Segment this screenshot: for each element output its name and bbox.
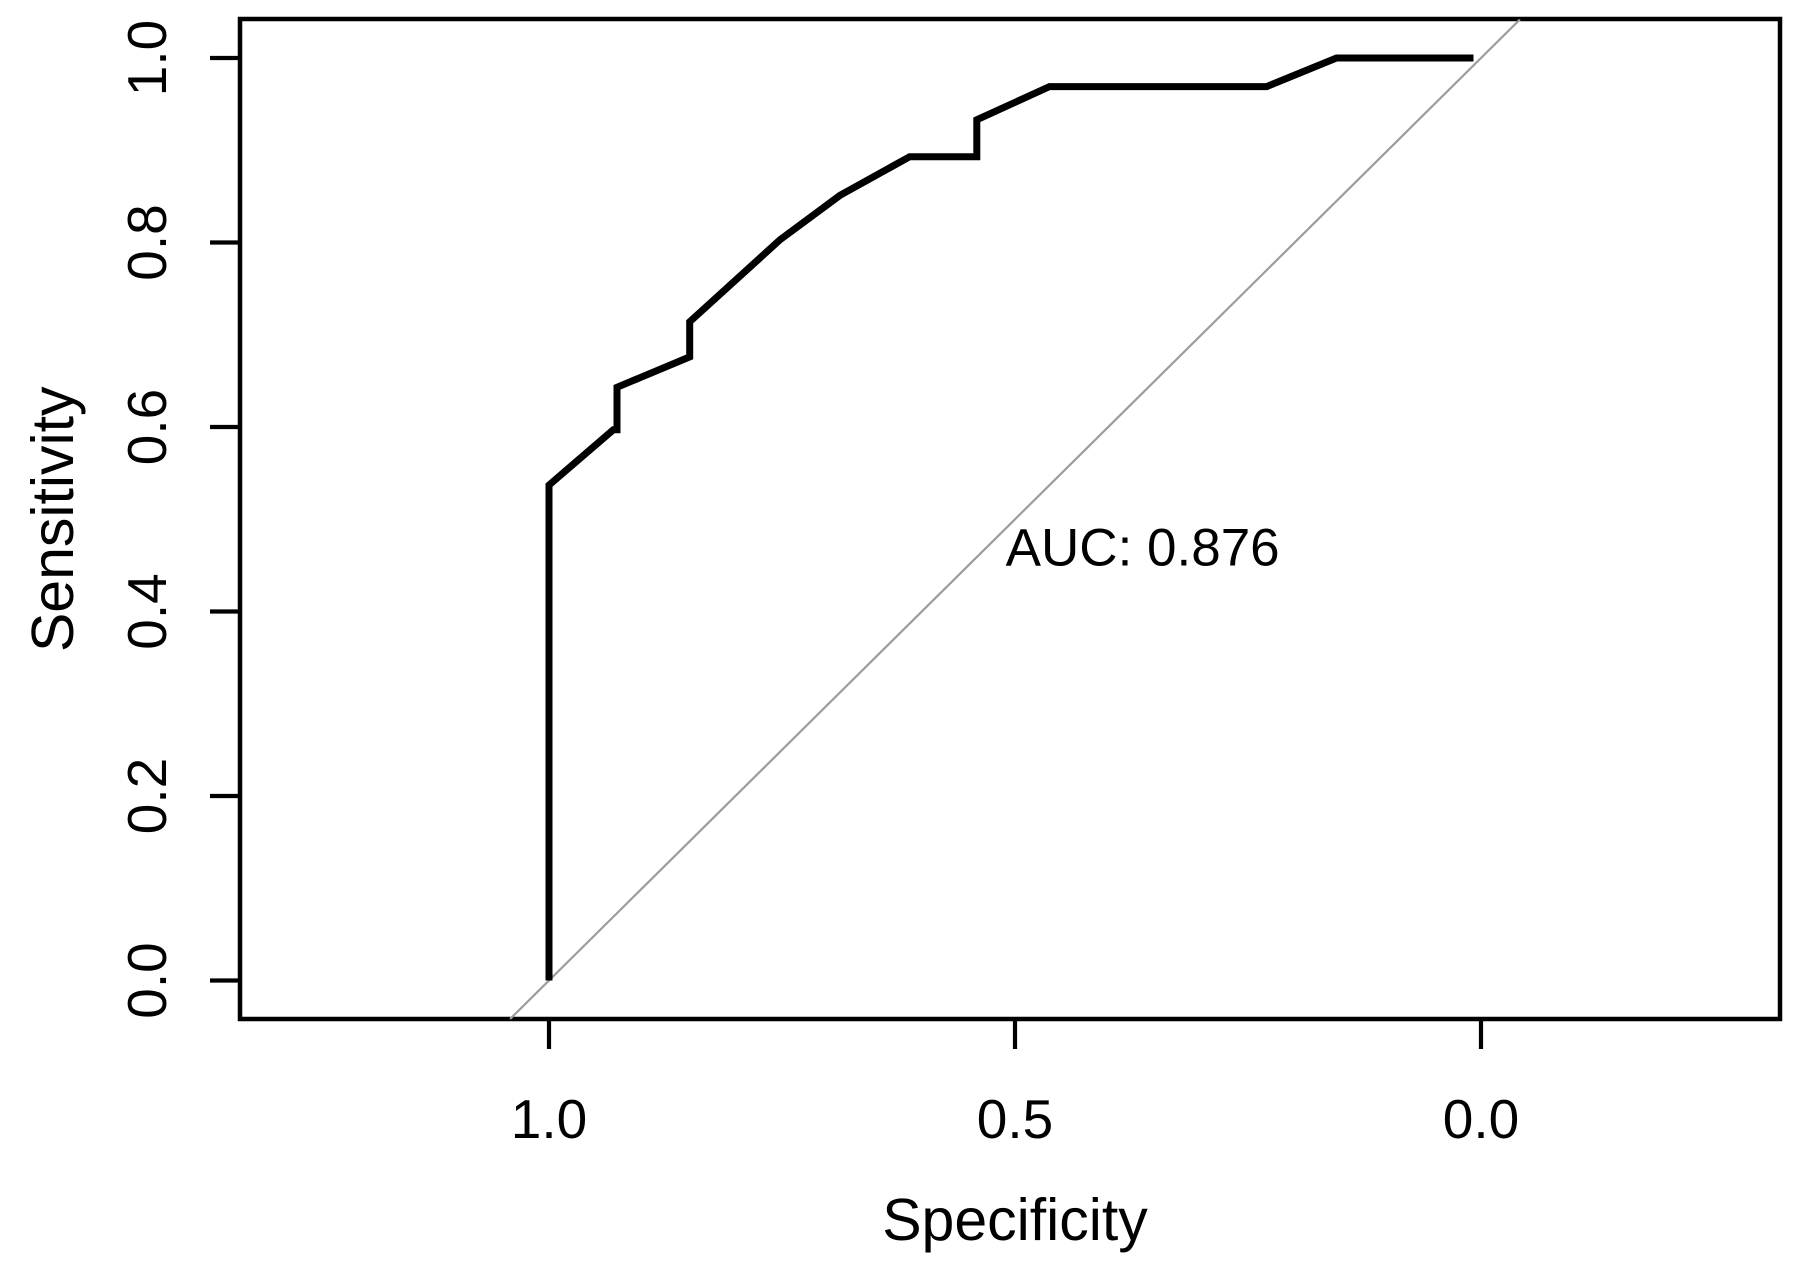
y-axis-tick-label: 0.4 — [116, 573, 178, 649]
roc-curve — [545, 54, 1474, 981]
x-axis-tick-label: 1.0 — [511, 1088, 587, 1150]
x-axis-tick-label: 0.5 — [977, 1088, 1053, 1150]
y-axis-title: Sensitivity — [20, 386, 86, 652]
y-axis-tick-label: 0.0 — [116, 942, 178, 1018]
y-axis-tick-label: 0.8 — [116, 204, 178, 280]
x-axis-tick-label: 0.0 — [1443, 1088, 1519, 1150]
y-axis-tick-label: 1.0 — [116, 20, 178, 96]
plot-box — [237, 16, 1783, 1022]
y-axis-tick-label: 0.2 — [116, 758, 178, 834]
auc-annotation: AUC: 0.876 — [1006, 518, 1280, 577]
x-axis-title: Specificity — [882, 1187, 1148, 1253]
y-axis-tick-label: 0.6 — [116, 389, 178, 465]
chance-line — [509, 18, 1521, 1020]
